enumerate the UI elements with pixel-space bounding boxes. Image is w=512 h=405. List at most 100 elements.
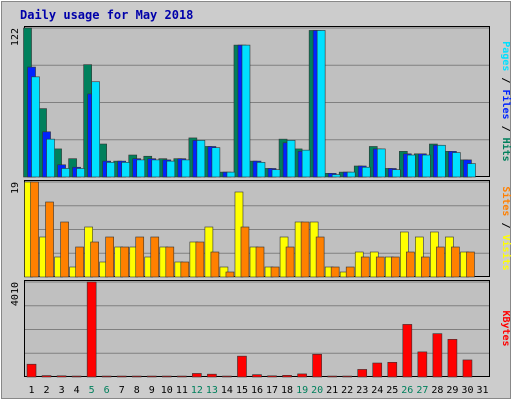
bar-pages-day-25 bbox=[391, 169, 401, 178]
bar-sites-day-16 bbox=[255, 246, 265, 278]
bar-sites-day-18 bbox=[285, 246, 295, 278]
bar-sites-day-6 bbox=[105, 236, 114, 278]
bar-kbytes-day-22 bbox=[342, 375, 352, 378]
bar-kbytes-day-7 bbox=[116, 375, 127, 378]
x-tick-label-day-5: 5 bbox=[89, 385, 95, 396]
x-tick-label-day-26: 26 bbox=[401, 385, 413, 396]
bar-sites-day-26 bbox=[406, 251, 415, 278]
bar-kbytes-day-26 bbox=[402, 324, 413, 378]
bar-pages-day-30 bbox=[467, 163, 476, 178]
x-tick-label-day-4: 4 bbox=[74, 385, 80, 396]
legend-separator: / bbox=[500, 120, 511, 138]
bar-kbytes-day-12 bbox=[192, 373, 202, 378]
bar-kbytes-day-2 bbox=[41, 375, 52, 378]
bar-sites-day-3 bbox=[60, 221, 69, 278]
bar-kbytes-day-25 bbox=[387, 362, 398, 378]
bar-pages-day-7 bbox=[121, 162, 131, 178]
legend-sites: Sites bbox=[500, 186, 512, 216]
bar-kbytes-day-17 bbox=[267, 375, 277, 378]
panel-kbytes: 4010 KBytes bbox=[10, 280, 511, 378]
bar-sites-day-4 bbox=[75, 246, 84, 278]
bar-pages-day-12 bbox=[196, 140, 206, 178]
bar-kbytes-day-3 bbox=[56, 375, 67, 378]
bar-kbytes-day-23 bbox=[357, 369, 368, 378]
x-tick-label-day-17: 17 bbox=[266, 385, 278, 396]
legend-visits-sites: Sites / Visits bbox=[500, 186, 512, 270]
legend-kbytes: KBytes bbox=[500, 310, 511, 346]
bar-kbytes-day-5 bbox=[86, 281, 97, 378]
bar-pages-day-13 bbox=[211, 147, 221, 178]
chart-frame-inner bbox=[1, 1, 511, 399]
panel-visits-sites: 19 Sites / Visits bbox=[10, 180, 512, 278]
bar-sites-day-9 bbox=[150, 236, 160, 278]
plot-area bbox=[24, 280, 490, 377]
bar-kbytes-day-10 bbox=[162, 375, 172, 378]
x-tick-label-day-23: 23 bbox=[356, 385, 368, 396]
bar-kbytes-day-19 bbox=[297, 373, 307, 378]
bar-sites-day-29 bbox=[451, 246, 460, 278]
x-tick-label-day-31: 31 bbox=[476, 385, 488, 396]
bar-kbytes-day-21 bbox=[327, 375, 337, 378]
bar-kbytes-day-1 bbox=[26, 363, 37, 378]
bar-pages-day-8 bbox=[136, 159, 146, 178]
x-tick-label-day-20: 20 bbox=[311, 385, 323, 396]
bar-sites-day-19 bbox=[300, 221, 310, 278]
x-tick-label-day-28: 28 bbox=[431, 385, 443, 396]
bar-sites-day-14 bbox=[225, 271, 235, 278]
bar-pages-day-22 bbox=[346, 171, 356, 178]
bar-sites-day-22 bbox=[345, 266, 355, 278]
bar-pages-day-21 bbox=[331, 174, 341, 178]
x-tick-label-day-10: 10 bbox=[161, 385, 173, 396]
bar-kbytes-day-16 bbox=[252, 374, 262, 378]
panels-layer: 122 Pages / Files / Hits 19 Sites / Visits 4… bbox=[10, 26, 512, 378]
bar-pages-day-10 bbox=[166, 160, 176, 178]
bar-pages-day-11 bbox=[181, 159, 191, 178]
x-tick-label-day-15: 15 bbox=[236, 385, 248, 396]
x-tick-label-day-2: 2 bbox=[44, 385, 50, 396]
x-tick-label-day-3: 3 bbox=[59, 385, 65, 396]
bar-pages-day-4 bbox=[76, 168, 85, 178]
bar-pages-day-9 bbox=[151, 159, 161, 178]
bar-sites-day-11 bbox=[180, 261, 190, 278]
x-axis: 1 2 3 4 5 6 7 8 9 10 11 12 13 14 15 16 17 18 19 20 21 22 23 24 2… bbox=[29, 385, 489, 396]
bar-kbytes-day-24 bbox=[372, 362, 383, 378]
x-tick-label-day-18: 18 bbox=[281, 385, 293, 396]
bar-pages-day-6 bbox=[106, 162, 115, 178]
bar-pages-day-18 bbox=[286, 140, 296, 178]
bar-sites-day-30 bbox=[466, 251, 475, 278]
bar-sites-day-1 bbox=[30, 181, 39, 278]
bar-kbytes-day-28 bbox=[432, 333, 443, 378]
bar-kbytes-day-6 bbox=[101, 375, 112, 378]
x-tick-label-day-29: 29 bbox=[446, 385, 458, 396]
legend-files: Files bbox=[500, 89, 512, 119]
x-tick-label-day-21: 21 bbox=[326, 385, 338, 396]
x-tick-label-day-11: 11 bbox=[176, 385, 188, 396]
x-tick-label-day-7: 7 bbox=[119, 385, 125, 396]
bar-pages-day-28 bbox=[437, 144, 446, 178]
bar-pages-day-20 bbox=[316, 30, 326, 178]
x-tick-label-day-24: 24 bbox=[371, 385, 383, 396]
x-tick-label-day-14: 14 bbox=[221, 385, 233, 396]
bar-sites-day-21 bbox=[330, 266, 340, 278]
chart-title: Daily usage for May 2018 bbox=[20, 8, 193, 22]
bar-pages-day-2 bbox=[46, 138, 55, 178]
bar-sites-day-10 bbox=[165, 246, 175, 278]
x-tick-label-day-6: 6 bbox=[104, 385, 110, 396]
x-tick-label-day-12: 12 bbox=[191, 385, 203, 396]
bar-kbytes-day-11 bbox=[177, 375, 187, 378]
legend-hits-files-pages: Pages / Files / Hits bbox=[500, 41, 512, 161]
bar-sites-day-8 bbox=[135, 236, 145, 278]
bar-sites-day-7 bbox=[120, 246, 130, 278]
bar-kbytes-day-9 bbox=[146, 375, 157, 378]
bar-pages-day-24 bbox=[376, 148, 386, 178]
bar-pages-day-26 bbox=[407, 154, 416, 178]
x-tick-label-day-1: 1 bbox=[29, 385, 35, 396]
x-tick-label-day-13: 13 bbox=[206, 385, 218, 396]
bar-kbytes-day-29 bbox=[447, 339, 458, 378]
bar-kbytes-day-4 bbox=[71, 375, 82, 378]
x-tick-label-day-19: 19 bbox=[296, 385, 308, 396]
bar-kbytes-day-15 bbox=[237, 355, 247, 378]
bar-pages-day-29 bbox=[452, 152, 461, 178]
x-tick-label-day-30: 30 bbox=[461, 385, 473, 396]
